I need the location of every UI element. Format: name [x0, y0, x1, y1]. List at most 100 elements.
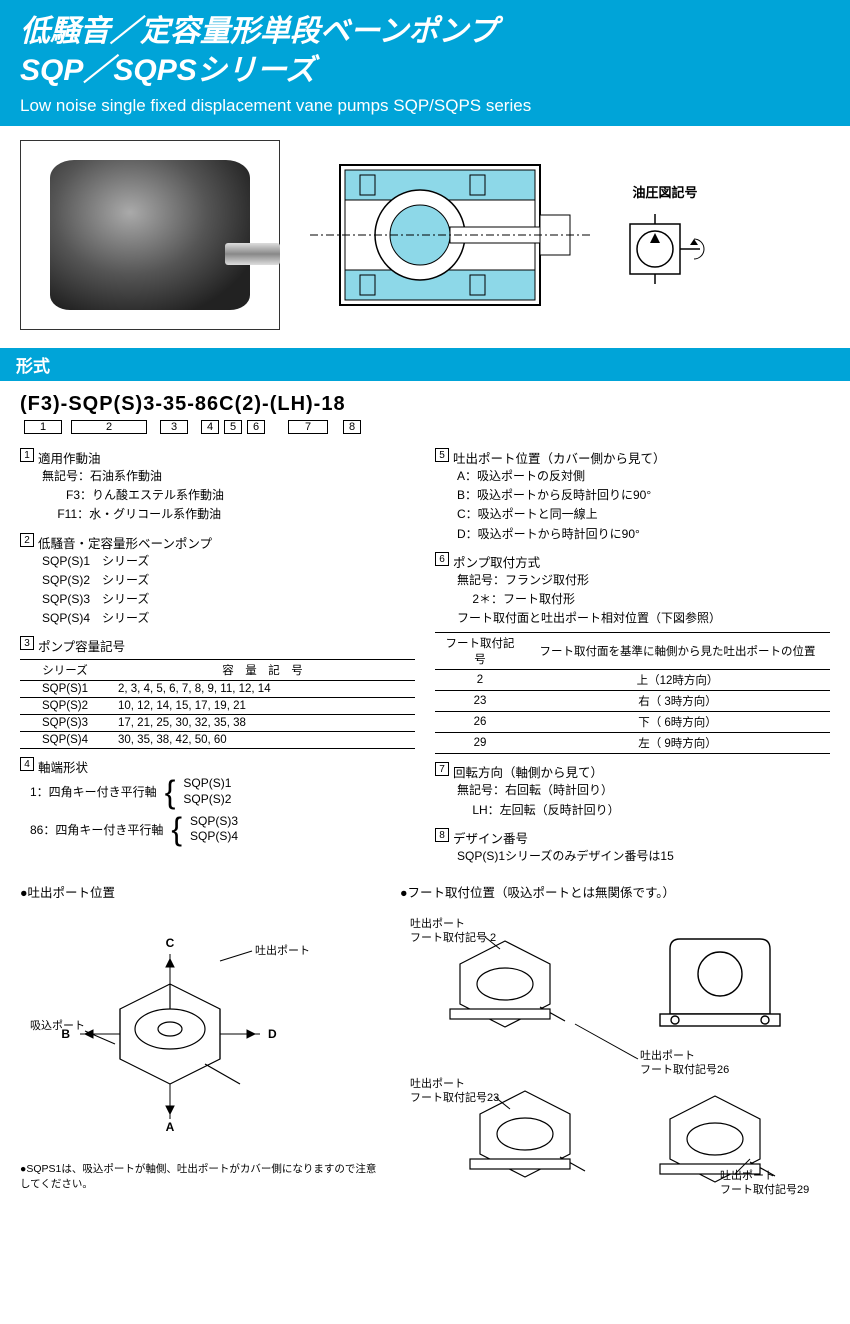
- i3-r1c1: 10, 12, 14, 15, 17, 19, 21: [110, 698, 415, 715]
- i3-title: ポンプ容量記号: [38, 640, 125, 654]
- i3-h1: 容 量 記 号: [110, 660, 415, 681]
- i6-r2c0: 26: [435, 712, 525, 733]
- title-line1: 低騒音／定容量形単段ベーンポンプ: [20, 15, 498, 48]
- i6-title: ポンプ取付方式: [453, 556, 540, 570]
- item-7: 7 回転方向（軸側から見て） 無記号：右回転（時計回り） LH：左回転（反時計回り…: [435, 762, 830, 819]
- shaft1-label: 1：四角キー付き平行軸: [30, 783, 157, 800]
- num-5: 5: [435, 448, 449, 462]
- i6-r2c1: 下（ 6時方向）: [525, 712, 830, 733]
- svg-text:吐出ポート: 吐出ポート: [410, 1076, 465, 1090]
- i6-h0: フート取付記号: [435, 633, 525, 670]
- i6-r1c1: 右（ 3時方向）: [525, 691, 830, 712]
- cross-section-drawing: [310, 145, 590, 325]
- spec-columns: 1適用作動油 無記号：石油系作動油 F3：りん酸エステル系作動油 F11：水・グ…: [20, 448, 830, 874]
- i7-l1: LH：左回転（反時計回り）: [457, 801, 830, 820]
- item-8: 8デザイン番号 SQP(S)1シリーズのみデザイン番号は15: [435, 828, 830, 866]
- title-en: Low noise single fixed displacement vane…: [20, 96, 830, 116]
- i4-title: 軸端形状: [38, 761, 88, 775]
- num-1: 1: [20, 448, 34, 462]
- i2-title: 低騒音・定容量形ベーンポンプ: [38, 537, 212, 551]
- code-box-8: 8: [343, 420, 361, 434]
- diagram-row: ●吐出ポート位置: [20, 874, 830, 1202]
- code-box-row: 1 2 3 4 5 6 7 8: [20, 420, 830, 434]
- symbol-label: 油圧図記号: [632, 185, 697, 200]
- code-box-3: 3: [160, 420, 188, 434]
- num-2: 2: [20, 533, 34, 547]
- i6-r0c1: 上（12時方向）: [525, 670, 830, 691]
- num-3: 3: [20, 636, 34, 650]
- content-area: (F3)-SQP(S)3-35-86C(2)-(LH)-18 1 2 3 4 5…: [0, 393, 850, 1222]
- capacity-table: シリーズ容 量 記 号 SQP(S)12, 3, 4, 5, 6, 7, 8, …: [20, 659, 415, 749]
- foot-table: フート取付記号フート取付面を基準に軸側から見た吐出ポートの位置 2上（12時方向…: [435, 632, 830, 754]
- sqps1-note: ●SQPS1は、吸込ポートが軸側、吐出ポートがカバー側になりますので注意してくだ…: [20, 1162, 380, 1191]
- i2-l0: SQP(S)1 シリーズ: [42, 552, 415, 571]
- svg-text:フート取付記号29: フート取付記号29: [720, 1182, 809, 1196]
- shaft86-label: 86：四角キー付き平行軸: [30, 821, 163, 838]
- i1-l1: F3：りん酸エステル系作動油: [42, 486, 415, 505]
- i5-title: 吐出ポート位置（カバー側から見て）: [453, 452, 666, 466]
- i6-l2: フート取付面と吐出ポート相対位置（下図参照）: [457, 609, 830, 628]
- shaft1-i0: SQP(S)1: [183, 776, 231, 790]
- i7-l0: 無記号：右回転（時計回り）: [457, 781, 830, 800]
- i6-r3c1: 左（ 9時方向）: [525, 733, 830, 754]
- port-section-title: ●吐出ポート位置: [20, 882, 380, 901]
- i6-h1: フート取付面を基準に軸側から見た吐出ポートの位置: [525, 633, 830, 670]
- i2-l1: SQP(S)2 シリーズ: [42, 571, 415, 590]
- code-box-1: 1: [24, 420, 62, 434]
- i2-l3: SQP(S)4 シリーズ: [42, 609, 415, 628]
- svg-text:吐出ポート: 吐出ポート: [640, 1048, 695, 1062]
- hydraulic-symbol: 油圧図記号: [620, 182, 710, 289]
- left-column: 1適用作動油 無記号：石油系作動油 F3：りん酸エステル系作動油 F11：水・グ…: [20, 448, 415, 874]
- i8-l0: SQP(S)1シリーズのみデザイン番号は15: [457, 847, 830, 866]
- i1-title: 適用作動油: [38, 452, 101, 466]
- i5-l0: A：吸込ポートの反対側: [457, 467, 830, 486]
- svg-text:C: C: [166, 936, 175, 950]
- i5-l2: C：吸込ポートと同一線上: [457, 505, 830, 524]
- foot-position-section: ●フート取付位置（吸込ポートとは無関係です。） 吐出ポート フート取付記号 2: [400, 874, 830, 1202]
- i2-l2: SQP(S)3 シリーズ: [42, 590, 415, 609]
- port-position-section: ●吐出ポート位置: [20, 874, 380, 1202]
- svg-text:フート取付記号 2: フート取付記号 2: [410, 930, 496, 944]
- product-image-row: 油圧図記号: [0, 126, 850, 340]
- product-photo: [20, 140, 280, 330]
- i1-l0: 無記号：石油系作動油: [42, 467, 415, 486]
- i6-l1: 2＊：フート取付形: [457, 590, 830, 609]
- code-box-7: 7: [288, 420, 328, 434]
- i7-title: 回転方向（軸側から見て）: [453, 766, 603, 780]
- suction-label: 吸込ポート: [30, 1019, 85, 1032]
- model-code: (F3)-SQP(S)3-35-86C(2)-(LH)-18: [20, 393, 830, 416]
- section-model-bar: 形式: [0, 348, 850, 381]
- svg-text:フート取付記号23: フート取付記号23: [410, 1090, 499, 1104]
- i6-l0: 無記号：フランジ取付形: [457, 571, 830, 590]
- shaft86-i0: SQP(S)3: [190, 814, 238, 828]
- item-5: 5 吐出ポート位置（カバー側から見て） A：吸込ポートの反対側 B：吸込ポートから…: [435, 448, 830, 544]
- i3-h0: シリーズ: [20, 660, 110, 681]
- i3-r0c1: 2, 3, 4, 5, 6, 7, 8, 9, 11, 12, 14: [110, 681, 415, 698]
- i6-r1c0: 23: [435, 691, 525, 712]
- right-column: 5 吐出ポート位置（カバー側から見て） A：吸込ポートの反対側 B：吸込ポートから…: [435, 448, 830, 874]
- i3-r2c1: 17, 21, 25, 30, 32, 35, 38: [110, 715, 415, 732]
- i6-r0c0: 2: [435, 670, 525, 691]
- item-4: 4軸端形状 1：四角キー付き平行軸 { SQP(S)1 SQP(S)2 86：四…: [20, 757, 415, 844]
- i5-l1: B：吸込ポートから反時計回りに90°: [457, 486, 830, 505]
- svg-text:吐出ポート: 吐出ポート: [410, 916, 465, 930]
- code-box-4: 4: [201, 420, 219, 434]
- i5-l3: D：吸込ポートから時計回りに90°: [457, 525, 830, 544]
- title-jp: 低騒音／定容量形単段ベーンポンプ SQP／SQPSシリーズ: [20, 12, 830, 90]
- port-diagram: C A B D 吐出ポート 吸込ポート: [20, 909, 340, 1139]
- foot-section-title: ●フート取付位置（吸込ポートとは無関係です。）: [400, 882, 830, 901]
- item-2: 2 低騒音・定容量形ベーンポンプ SQP(S)1 シリーズ SQP(S)2 シリー…: [20, 533, 415, 629]
- shaft1-i1: SQP(S)2: [183, 792, 231, 806]
- svg-text:A: A: [166, 1120, 175, 1134]
- code-box-2: 2: [71, 420, 147, 434]
- item-6: 6ポンプ取付方式 無記号：フランジ取付形 2＊：フート取付形 フート取付面と吐出…: [435, 552, 830, 755]
- shaft86-i1: SQP(S)4: [190, 829, 238, 843]
- num-4: 4: [20, 757, 34, 771]
- i3-r3c1: 30, 35, 38, 42, 50, 60: [110, 732, 415, 749]
- item-1: 1適用作動油 無記号：石油系作動油 F3：りん酸エステル系作動油 F11：水・グ…: [20, 448, 415, 525]
- svg-text:フート取付記号26: フート取付記号26: [640, 1062, 729, 1076]
- i3-r0c0: SQP(S)1: [20, 681, 110, 698]
- i3-r2c0: SQP(S)3: [20, 715, 110, 732]
- num-7: 7: [435, 762, 449, 776]
- code-box-6: 6: [247, 420, 265, 434]
